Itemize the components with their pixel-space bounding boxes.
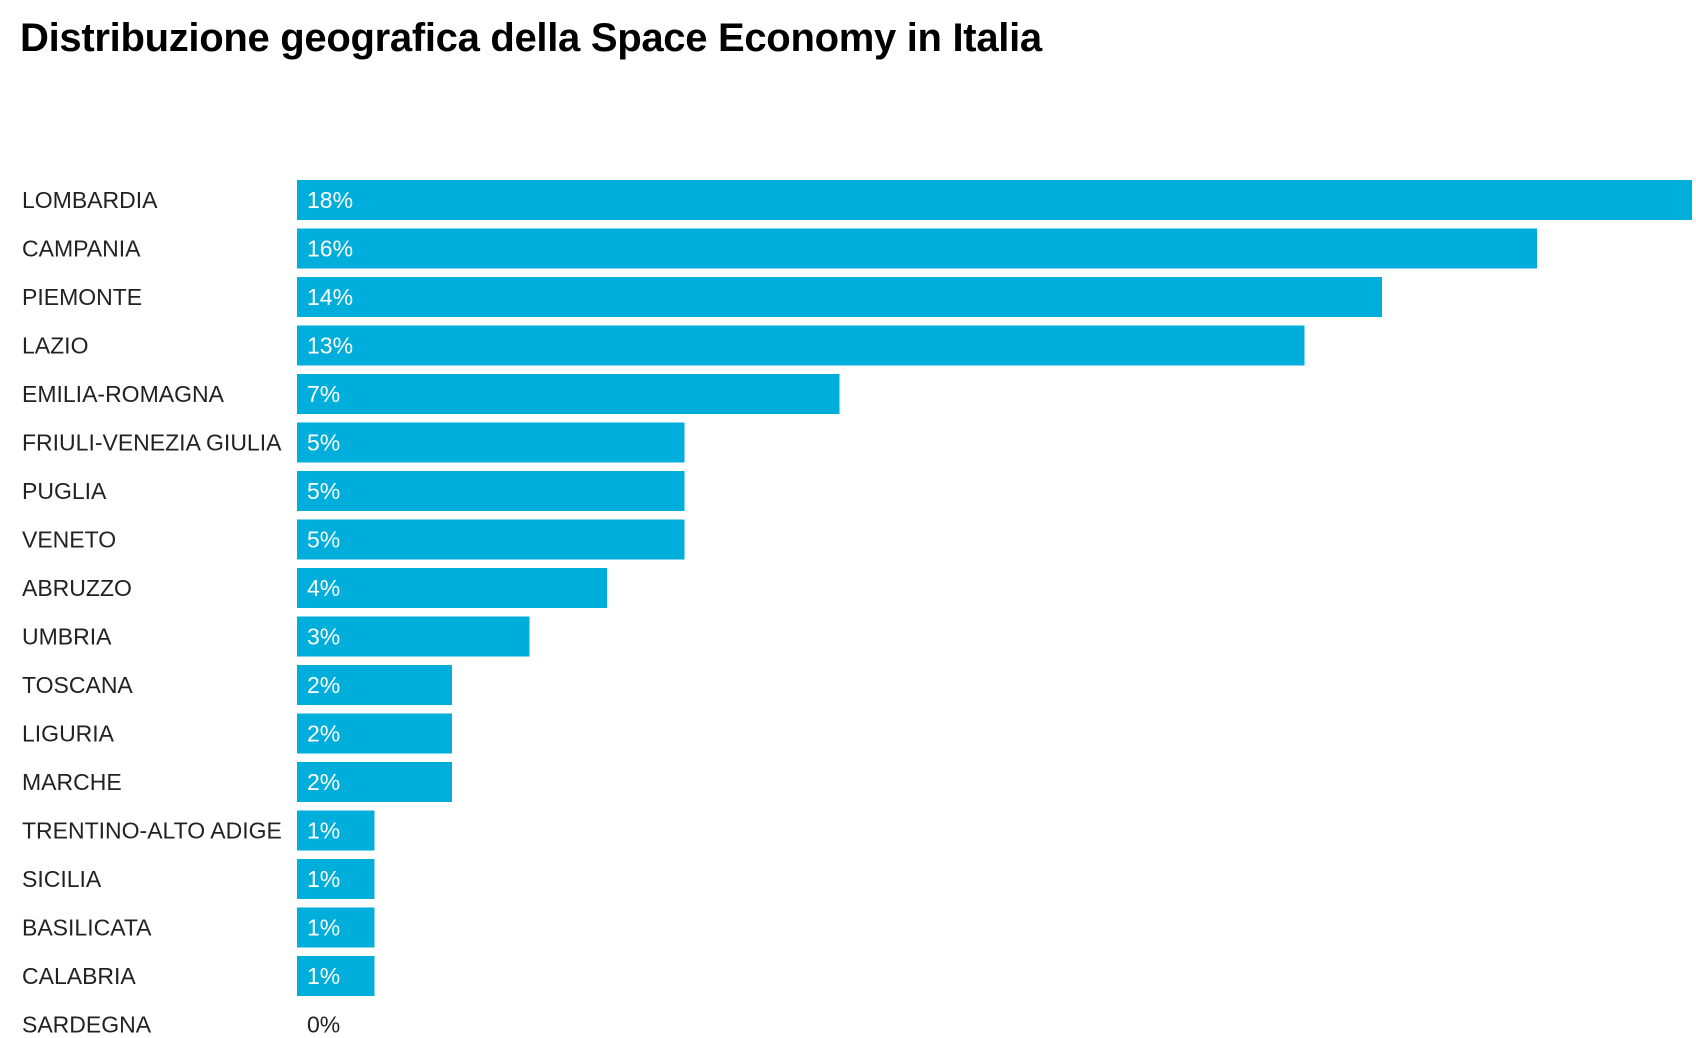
bar	[297, 180, 1692, 220]
value-label: 2%	[307, 769, 340, 795]
category-label: PUGLIA	[22, 478, 107, 504]
bar	[297, 422, 685, 463]
category-label: CAMPANIA	[22, 236, 141, 262]
bar	[297, 228, 1537, 269]
category-label: ABRUZZO	[22, 575, 132, 601]
value-label: 16%	[307, 236, 353, 262]
bar	[297, 277, 1382, 317]
category-label: LOMBARDIA	[22, 187, 158, 213]
bar	[297, 810, 375, 851]
value-label: 4%	[307, 575, 340, 601]
category-label: TOSCANA	[22, 672, 133, 698]
category-label: SARDEGNA	[22, 1012, 152, 1038]
category-label: FRIULI-VENEZIA GIULIA	[22, 430, 282, 456]
bar	[297, 907, 375, 948]
chart-title: Distribuzione geografica della Space Eco…	[20, 16, 1042, 60]
value-label: 5%	[307, 430, 340, 456]
value-label: 7%	[307, 381, 340, 407]
bar	[297, 616, 530, 657]
bar	[297, 568, 607, 608]
category-label: VENETO	[22, 527, 116, 553]
value-label: 2%	[307, 672, 340, 698]
value-label: 1%	[307, 963, 340, 989]
value-label: 18%	[307, 187, 353, 213]
value-label: 1%	[307, 866, 340, 892]
category-label: TRENTINO-ALTO ADIGE	[22, 818, 282, 844]
value-label: 5%	[307, 527, 340, 553]
category-label: EMILIA-ROMAGNA	[22, 381, 225, 407]
value-label: 3%	[307, 624, 340, 650]
category-label: BASILICATA	[22, 915, 152, 941]
bar	[297, 859, 375, 899]
bar	[297, 325, 1305, 366]
value-label: 14%	[307, 284, 353, 310]
value-label: 13%	[307, 333, 353, 359]
bar	[297, 519, 685, 560]
bar	[297, 713, 452, 754]
bar	[297, 374, 840, 414]
value-label: 1%	[307, 818, 340, 844]
bar	[297, 762, 452, 802]
category-label: CALABRIA	[22, 963, 136, 989]
value-label: 1%	[307, 915, 340, 941]
value-label: 5%	[307, 478, 340, 504]
value-label: 2%	[307, 721, 340, 747]
bar	[297, 471, 685, 511]
category-label: UMBRIA	[22, 624, 112, 650]
category-label: SICILIA	[22, 866, 102, 892]
category-label: PIEMONTE	[22, 284, 142, 310]
category-label: LAZIO	[22, 333, 88, 359]
bar	[297, 956, 375, 996]
category-label: MARCHE	[22, 769, 122, 795]
bar	[297, 665, 452, 705]
value-label: 0%	[307, 1012, 340, 1038]
category-label: LIGURIA	[22, 721, 115, 747]
